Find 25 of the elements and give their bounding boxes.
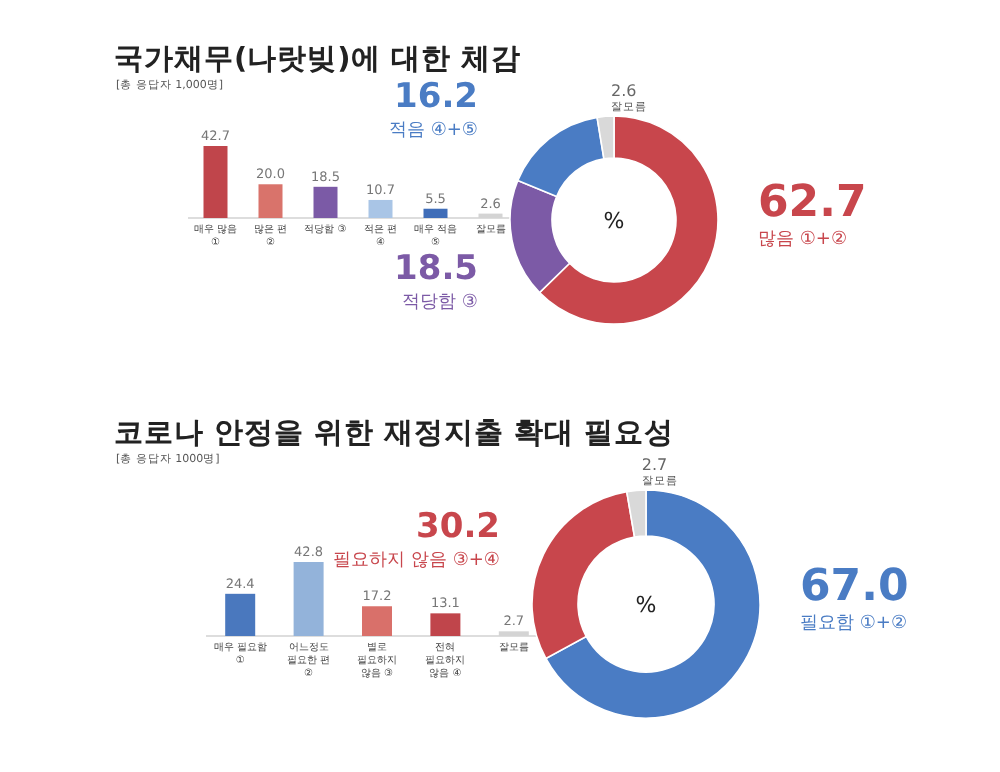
bar bbox=[362, 606, 392, 636]
bar bbox=[368, 199, 393, 218]
data-label: 16.2 bbox=[394, 77, 478, 118]
data-label: 62.7 bbox=[758, 178, 867, 228]
data-label: 30.2 bbox=[416, 506, 500, 547]
slice-label: 필요함 ①+② bbox=[800, 614, 908, 634]
text: % bbox=[603, 208, 625, 234]
chart-title: 국가채무(나랏빚)에 대한 체감 bbox=[114, 44, 521, 76]
slice-label: 많음 ①+② bbox=[758, 230, 848, 250]
data-label: 2.6 bbox=[611, 82, 637, 100]
bar bbox=[258, 184, 283, 218]
bar bbox=[423, 208, 448, 218]
text: % bbox=[635, 592, 657, 618]
bar bbox=[313, 186, 338, 218]
slice-label: 필요하지 않음 ③+④ bbox=[333, 550, 500, 571]
slice-label: 적음 ④+⑤ bbox=[388, 121, 478, 142]
data-label: 2.7 bbox=[641, 456, 668, 474]
chart-title: 코로나 안정을 위한 재정지출 확대 필요성 bbox=[114, 418, 675, 450]
slice-label: 적당함 ③ bbox=[402, 293, 478, 314]
bar bbox=[293, 562, 324, 636]
bar bbox=[203, 146, 228, 218]
bar bbox=[225, 593, 256, 636]
bar bbox=[430, 613, 461, 636]
data-label: 67.0 bbox=[800, 562, 909, 612]
data-label: 18.5 bbox=[394, 249, 478, 290]
